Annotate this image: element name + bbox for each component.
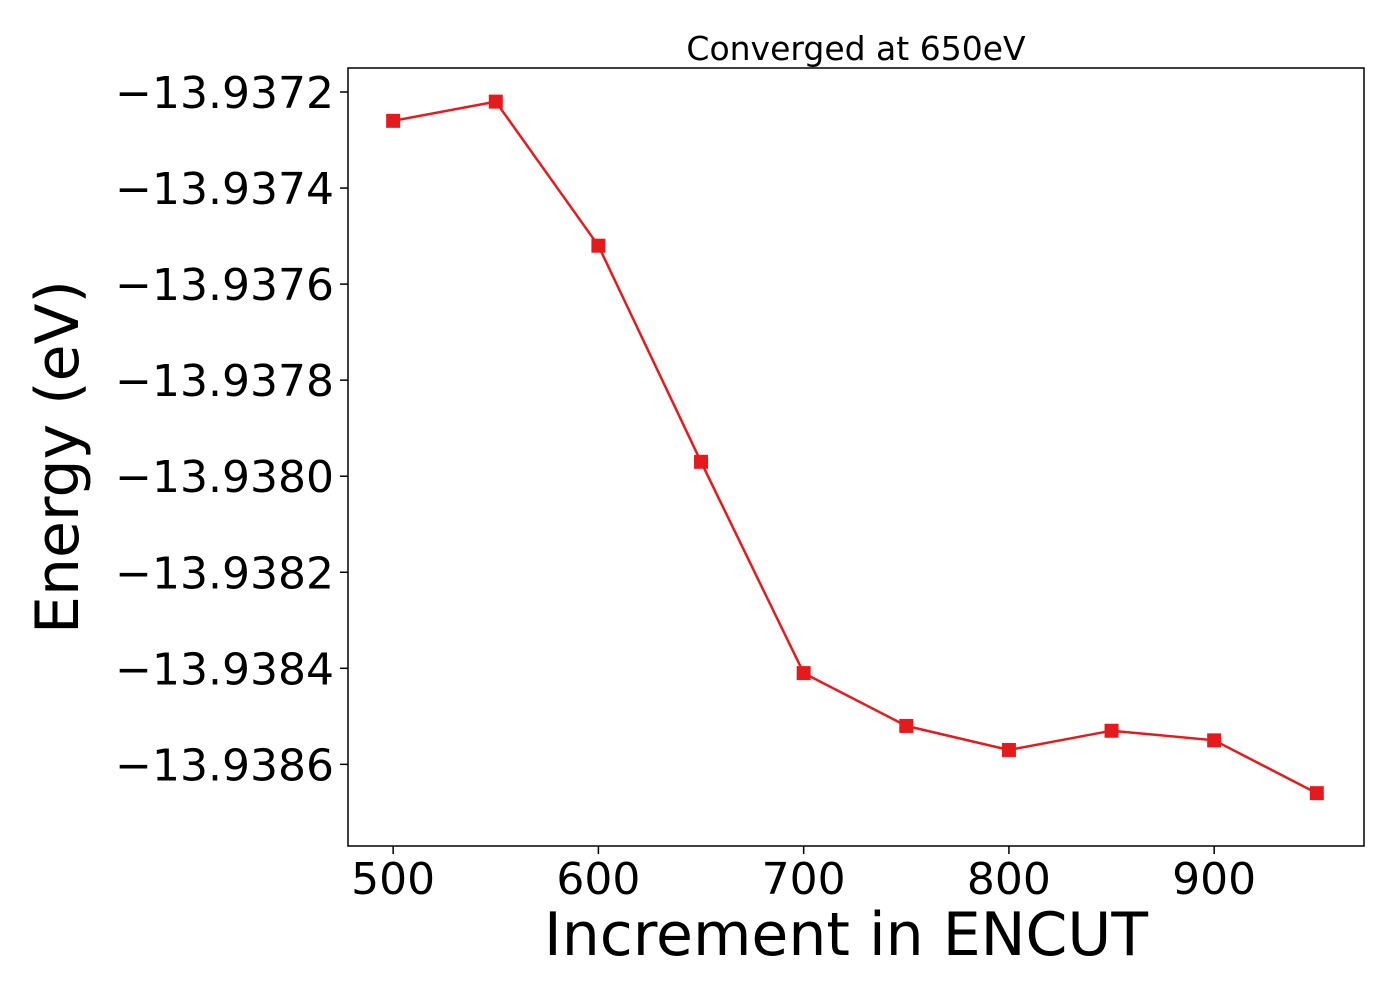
data-point-marker xyxy=(591,238,606,253)
y-tick-label: −13.9374 xyxy=(115,164,334,215)
data-point-marker xyxy=(899,718,914,733)
series-layer xyxy=(386,94,1324,801)
data-point-marker xyxy=(694,454,709,469)
y-tick-label: −13.9378 xyxy=(115,356,334,407)
y-tick-label: −13.9384 xyxy=(115,644,334,695)
y-tick-label: −13.9380 xyxy=(115,452,334,503)
data-point-marker xyxy=(1309,786,1324,801)
x-tick-label: 600 xyxy=(556,854,640,905)
x-axis-label: Increment in ENCUT xyxy=(544,900,1148,970)
y-axis-ticks: −13.9372 −13.9374 −13.9376 −13.9378 −13.9380… xyxy=(115,68,348,791)
data-point-marker xyxy=(796,666,811,681)
data-point-marker xyxy=(1104,723,1119,738)
y-tick-label: −13.9376 xyxy=(115,260,334,311)
y-tick-label: −13.9372 xyxy=(115,68,334,119)
x-tick-label: 700 xyxy=(762,854,846,905)
data-point-marker xyxy=(1207,733,1222,748)
x-tick-label: 800 xyxy=(967,854,1051,905)
x-axis-ticks: 500 600 700 800 900 xyxy=(351,846,1256,905)
data-point-marker xyxy=(386,113,401,128)
y-tick-label: −13.9386 xyxy=(115,740,334,791)
data-point-marker xyxy=(488,94,503,109)
chart-title: Converged at 650eV xyxy=(686,29,1026,68)
series-line xyxy=(392,100,1318,795)
data-point-marker xyxy=(1001,742,1016,757)
plot-area-frame xyxy=(347,67,1365,847)
y-axis-label: Energy (eV) xyxy=(23,280,93,634)
x-tick-label: 500 xyxy=(351,854,435,905)
y-tick-label: −13.9382 xyxy=(115,548,334,599)
x-tick-label: 900 xyxy=(1172,854,1256,905)
